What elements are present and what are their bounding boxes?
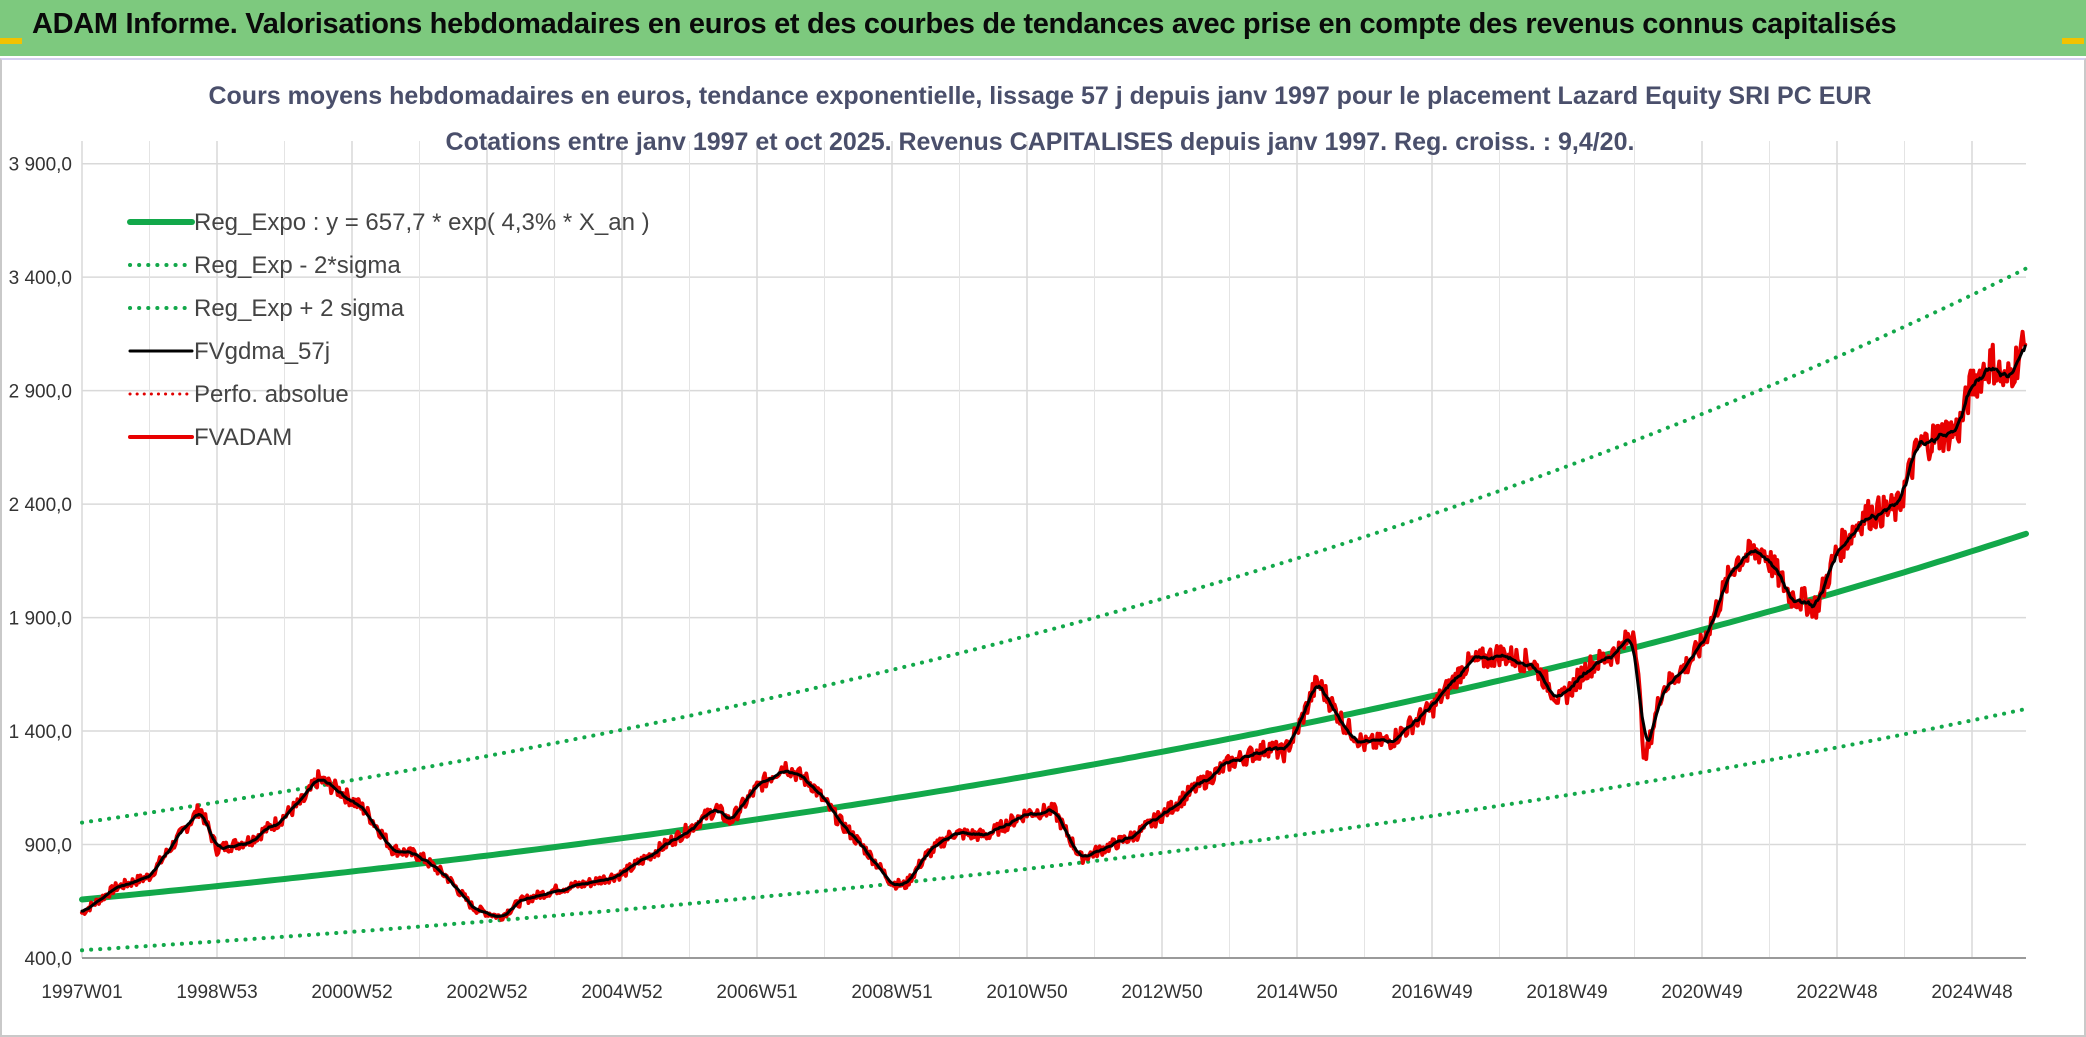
x-tick-label: 2022W48 — [1796, 982, 1877, 1003]
y-tick-label: 1 400,0 — [9, 722, 72, 743]
x-tick-label: 2004W52 — [581, 982, 662, 1003]
x-tick-label: 2018W49 — [1526, 982, 1607, 1003]
y-tick-label: 3 400,0 — [9, 268, 72, 289]
corner-marker-right — [2062, 38, 2084, 44]
series-line-reg_high — [80, 266, 2028, 825]
legend-label: FVgdma_57j — [194, 338, 330, 365]
series-layer — [79, 266, 2029, 953]
chart-title: Cours moyens hebdomadaires en euros, ten… — [208, 82, 1871, 110]
report-banner: ADAM Informe. Valorisations hebdomadaire… — [0, 0, 2086, 56]
legend-label: FVADAM — [194, 424, 292, 451]
line-chart: Cours moyens hebdomadaires en euros, ten… — [9, 82, 2029, 1003]
y-tick-label: 2 900,0 — [9, 382, 72, 403]
corner-marker-left — [0, 38, 22, 44]
legend-label: Reg_Exp - 2*sigma — [194, 252, 401, 279]
x-tick-label: 2010W50 — [986, 982, 1067, 1003]
y-tick-label: 3 900,0 — [9, 155, 72, 176]
legend-label: Reg_Exp + 2 sigma — [194, 295, 405, 322]
x-tick-label: 1998W53 — [176, 982, 257, 1003]
x-tick-label: 2024W48 — [1931, 982, 2012, 1003]
chart-subtitle: Cotations entre janv 1997 et oct 2025. R… — [446, 128, 1635, 156]
legend: Reg_Expo : y = 657,7 * exp( 4,3% * X_an … — [127, 209, 650, 451]
x-tick-label: 2000W52 — [311, 982, 392, 1003]
x-tick-label: 1997W01 — [41, 982, 122, 1003]
y-tick-label: 900,0 — [24, 836, 72, 857]
y-tick-label: 2 400,0 — [9, 495, 72, 516]
x-tick-label: 2020W49 — [1661, 982, 1742, 1003]
banner-title: ADAM Informe. Valorisations hebdomadaire… — [32, 8, 1897, 40]
x-tick-label: 2006W51 — [716, 982, 797, 1003]
y-tick-label: 1 900,0 — [9, 609, 72, 630]
x-tick-label: 2008W51 — [851, 982, 932, 1003]
x-tick-label: 2014W50 — [1256, 982, 1337, 1003]
axis-layer: 400,0 900,0 1 400,0 1 900,0 2 400,0 2 900,0 3 … — [9, 155, 2026, 1003]
series-line-smooth — [80, 344, 2027, 918]
series-line-price — [80, 329, 2028, 922]
series-line-reg — [79, 530, 2029, 903]
chart-frame — [0, 58, 2086, 1037]
series-line-reg_low — [80, 706, 2028, 953]
legend-label: Perfo. absolue — [194, 381, 349, 408]
y-tick-label: 400,0 — [24, 949, 72, 970]
legend-label: Reg_Expo : y = 657,7 * exp( 4,3% * X_an … — [194, 209, 650, 236]
x-tick-label: 2012W50 — [1121, 982, 1202, 1003]
x-tick-label: 2016W49 — [1391, 982, 1472, 1003]
x-tick-label: 2002W52 — [446, 982, 527, 1003]
